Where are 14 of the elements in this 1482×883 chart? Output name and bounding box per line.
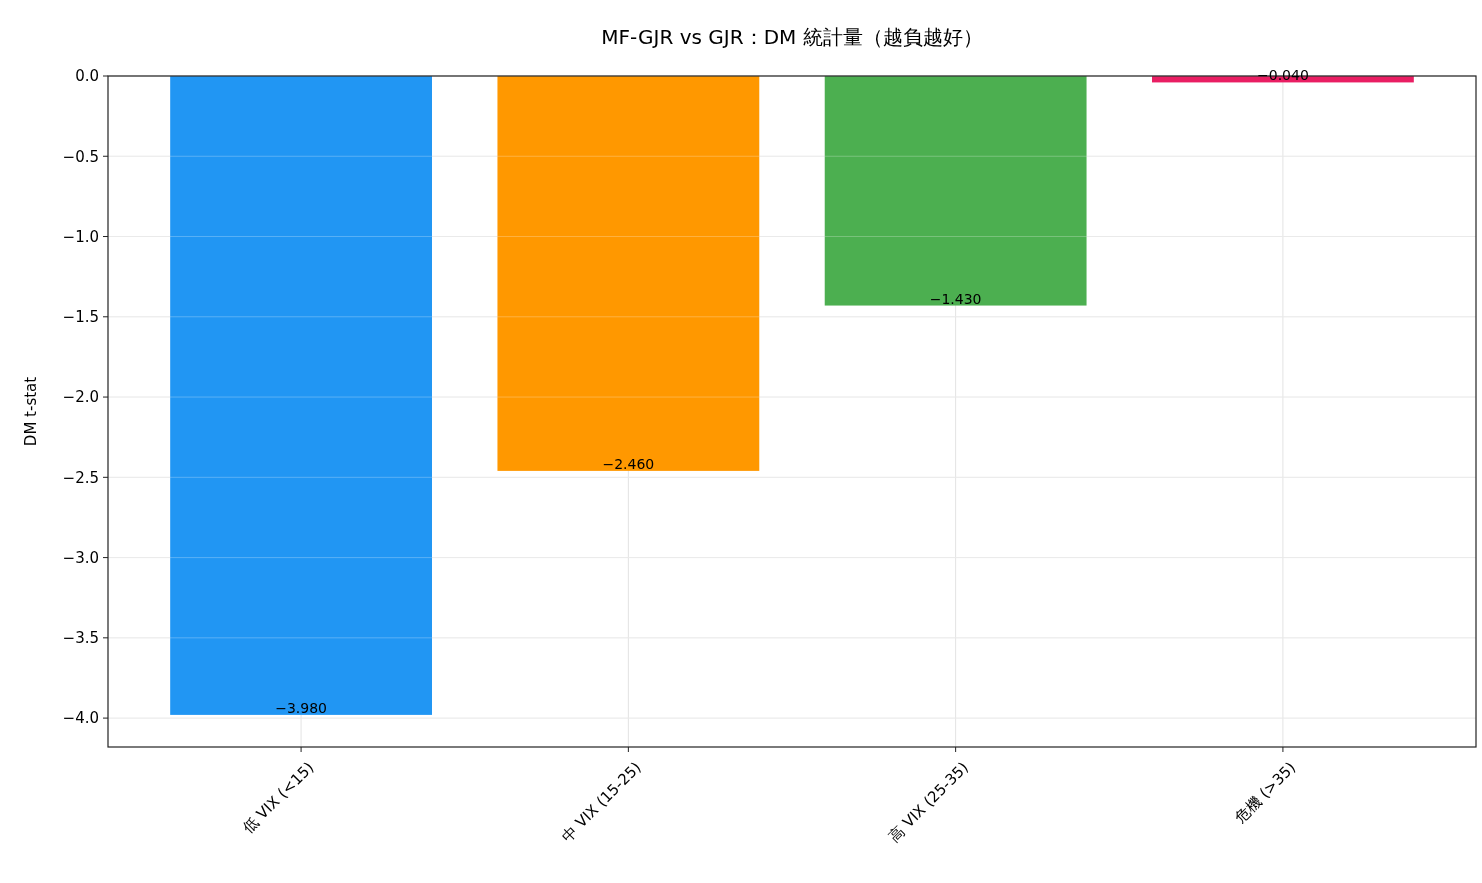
- data-label: −3.980: [275, 699, 327, 716]
- data-label: −2.460: [602, 455, 655, 472]
- y-tick-label: −1.5: [62, 308, 99, 327]
- y-tick-label: −2.0: [62, 388, 99, 407]
- data-label: −1.430: [929, 290, 982, 307]
- y-axis-title: DM t-stat: [22, 376, 40, 447]
- y-tick-label: −3.5: [62, 629, 99, 648]
- y-tick-label: 0.0: [75, 67, 99, 86]
- y-tick-label: −4.0: [62, 709, 99, 728]
- y-tick-label: −2.5: [62, 468, 99, 487]
- y-tick-label: −1.0: [62, 227, 99, 246]
- y-tick-label: −0.5: [62, 147, 99, 166]
- y-tick-label: −3.0: [62, 548, 99, 567]
- chart-title: MF-GJR vs GJR：DM 統計量（越負越好）: [601, 25, 983, 49]
